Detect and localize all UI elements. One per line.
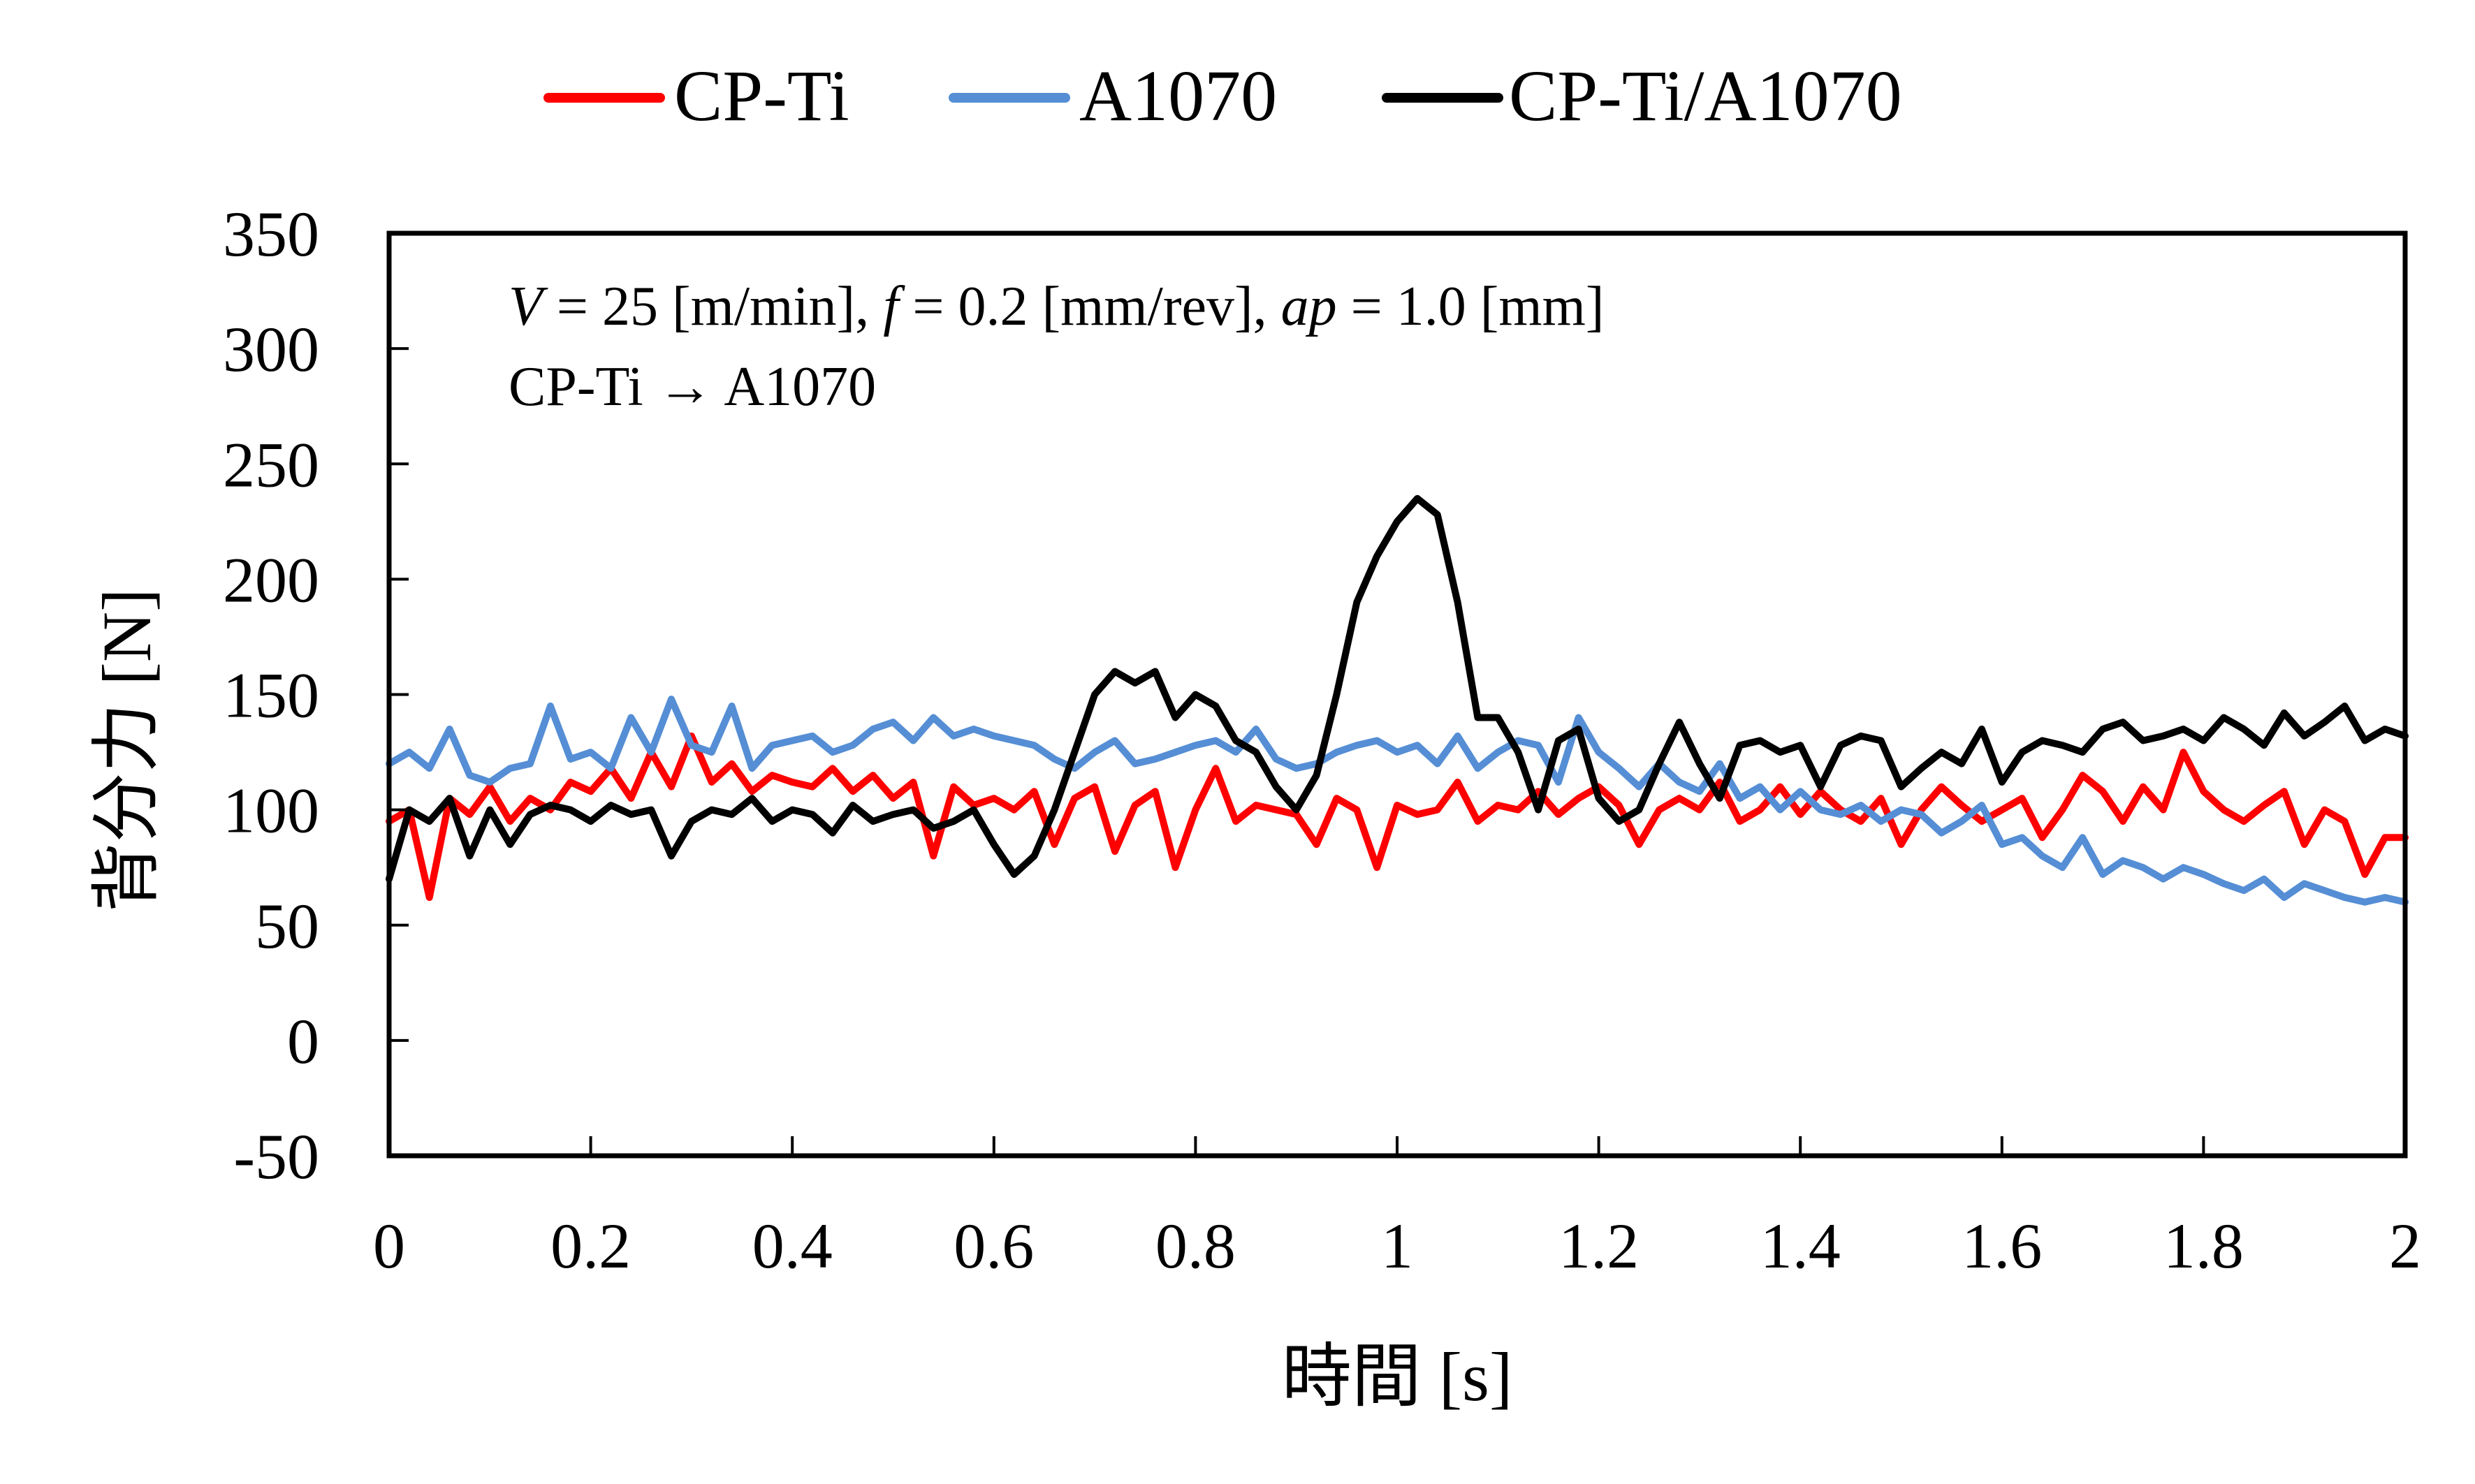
- series-line-cp-ti-a1070: [386, 494, 2409, 883]
- legend-item-cp-ti-a1070: CP-Ti/A1070: [1382, 56, 1902, 136]
- legend-item-cp-ti: CP-Ti: [543, 56, 849, 136]
- y-tick-label: 100: [223, 775, 319, 846]
- legend-label: CP-Ti: [674, 56, 849, 136]
- annotations: V = 25 [m/min], f = 0.2 [mm/rev], ap = 1…: [509, 276, 1605, 418]
- x-axis-ticks: 0 0.2 0.4 0.6 0.8 1 1.2 1.4 1.6 1.8 2: [373, 1136, 2421, 1281]
- y-tick-label: 50: [255, 890, 319, 962]
- x-tick-label: 1.2: [1558, 1210, 1639, 1281]
- y-tick-label: 0: [287, 1006, 319, 1077]
- series-line-cp-ti: [386, 732, 2409, 902]
- series-line-a1070: [386, 696, 2409, 906]
- x-tick-label: 0.2: [550, 1210, 631, 1281]
- x-axis-title: 時間 [s]: [1282, 1338, 1513, 1416]
- legend-label: CP-Ti/A1070: [1509, 56, 1902, 136]
- x-tick-label: 0: [373, 1210, 405, 1281]
- annotation-line-2: CP-Ti → A1070: [509, 356, 876, 418]
- y-tick-label: -50: [233, 1121, 319, 1192]
- y-axis-ticks: -50 0 50 100 150 200 250 300 350: [223, 198, 409, 1192]
- y-axis-title: 背分力 [N]: [88, 589, 166, 913]
- x-tick-label: 1.4: [1760, 1210, 1841, 1281]
- y-tick-label: 250: [223, 429, 319, 500]
- y-tick-label: 150: [223, 660, 319, 731]
- x-tick-label: 1.8: [2163, 1210, 2244, 1281]
- legend: CP-Ti A1070 CP-Ti/A1070: [543, 56, 1902, 136]
- x-tick-label: 0.6: [954, 1210, 1034, 1281]
- legend-item-a1070: A1070: [949, 56, 1277, 136]
- x-tick-label: 1: [1381, 1210, 1413, 1281]
- y-tick-label: 200: [223, 544, 319, 615]
- x-tick-label: 0.8: [1155, 1210, 1236, 1281]
- x-tick-label: 0.4: [752, 1210, 833, 1281]
- x-tick-label: 1.6: [1962, 1210, 2042, 1281]
- series-layer: [386, 494, 2409, 906]
- annotation-line-1: V = 25 [m/min], f = 0.2 [mm/rev], ap = 1…: [509, 276, 1605, 337]
- y-tick-label: 300: [223, 314, 319, 385]
- y-tick-label: 350: [223, 198, 319, 270]
- x-tick-label: 2: [2389, 1210, 2421, 1281]
- legend-label: A1070: [1079, 56, 1277, 136]
